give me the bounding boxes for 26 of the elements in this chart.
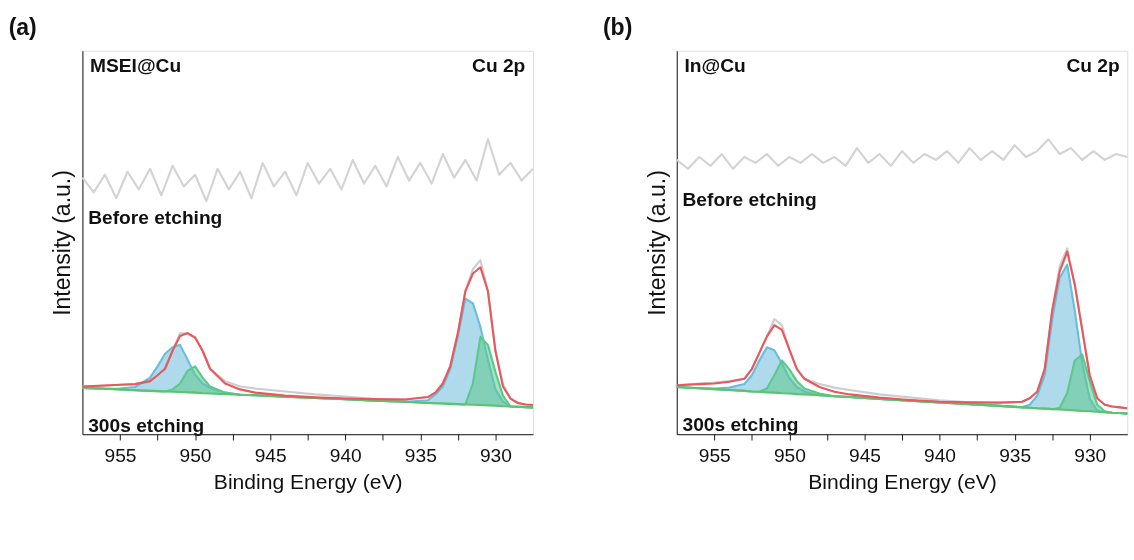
x-tick-label: 935 xyxy=(999,444,1032,466)
text: MSEI@Cu xyxy=(90,54,182,76)
text: In@Cu xyxy=(684,54,746,76)
x-axis-title: Binding Energy (eV) xyxy=(213,470,403,494)
chart-title: (b) xyxy=(602,13,633,40)
x-tick-label: 950 xyxy=(773,444,806,466)
series-label: Before etching xyxy=(682,188,817,210)
x-tick-label: 955 xyxy=(104,444,137,466)
x-tick-label: 950 xyxy=(179,444,212,466)
series-label: 300s etching xyxy=(88,415,205,437)
y-axis-title: Intensity (a.u.) xyxy=(49,170,76,316)
chart-title: (a) xyxy=(8,13,37,40)
series-label: Before etching xyxy=(88,206,223,228)
x-tick-label: 940 xyxy=(329,444,362,466)
x-tick-label: 940 xyxy=(924,444,957,466)
x-tick-label: 955 xyxy=(698,444,731,466)
x-tick-label: 930 xyxy=(479,444,512,466)
x-tick-label: 945 xyxy=(254,444,287,466)
text: Cu 2p xyxy=(472,54,526,76)
x-tick-label: 935 xyxy=(404,444,437,466)
series-label: 300s etching xyxy=(682,414,799,436)
text: Cu 2p xyxy=(1066,54,1120,76)
x-tick-label: 930 xyxy=(1074,444,1107,466)
y-axis-title: Intensity (a.u.) xyxy=(643,170,670,316)
x-axis-title: Binding Energy (eV) xyxy=(808,470,997,494)
x-tick-label: 945 xyxy=(848,444,881,466)
